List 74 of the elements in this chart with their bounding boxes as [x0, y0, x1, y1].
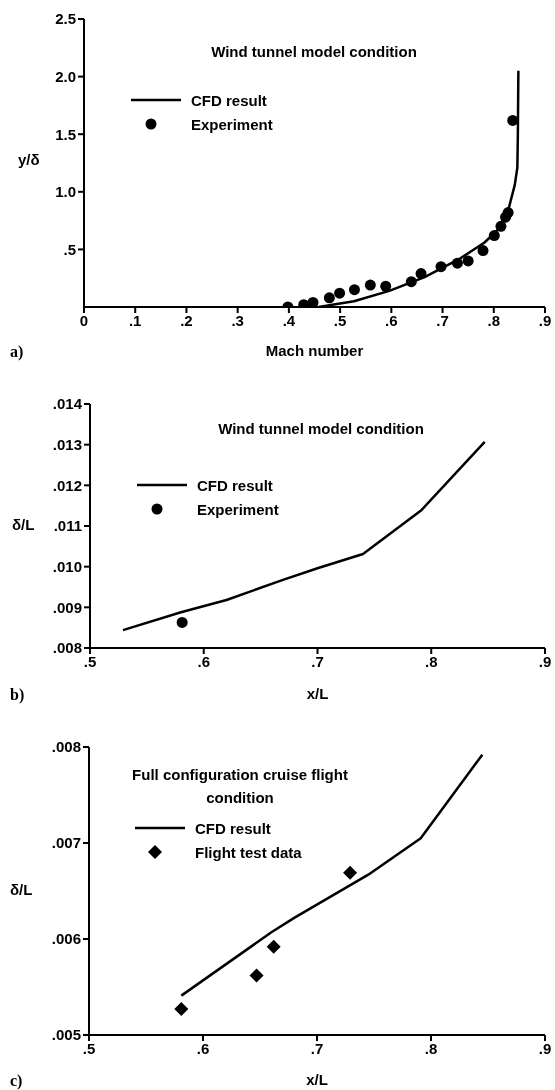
x-tick-label: .7 — [436, 311, 449, 329]
y-axis-title: δ/L — [12, 516, 35, 533]
x-tick-label: .8 — [424, 1039, 438, 1057]
point — [462, 255, 474, 267]
y-tick-label: .011 — [53, 517, 82, 535]
point — [364, 279, 376, 291]
y-tick-label: .007 — [51, 834, 81, 852]
y-tick-label: 1.5 — [55, 125, 76, 143]
point — [405, 276, 417, 288]
point — [323, 292, 335, 304]
x-tick-label: 0 — [79, 311, 89, 329]
point — [249, 968, 264, 983]
x-tick-label: .2 — [180, 311, 193, 329]
x-tick-label: .9 — [538, 1039, 552, 1057]
x-tick-label: .1 — [128, 311, 142, 329]
point — [415, 268, 427, 280]
y-tick-label: .013 — [52, 435, 82, 453]
y-tick-label: .014 — [52, 395, 83, 413]
x-tick-label: .6 — [197, 652, 211, 670]
point — [334, 287, 346, 299]
text: a) — [10, 343, 24, 361]
x-axis-title: Mach number — [264, 342, 365, 359]
text: Wind tunnel model condition — [210, 42, 418, 62]
point — [451, 257, 463, 269]
legend-label: Experiment — [191, 115, 273, 133]
point — [488, 230, 500, 242]
text: Full configuration cruise flight condition — [131, 765, 349, 808]
point — [174, 1002, 189, 1017]
y-tick-label: .010 — [52, 557, 82, 575]
x-tick-label: .6 — [196, 1039, 210, 1057]
text: b) — [10, 686, 25, 704]
point — [495, 220, 507, 232]
y-tick-label: 2.5 — [55, 10, 76, 28]
y-axis-title: δ/L — [10, 881, 33, 898]
y-tick-label: 1.0 — [55, 183, 76, 201]
y-tick-label: .009 — [52, 598, 82, 616]
x-tick-label: .5 — [82, 1039, 96, 1057]
point — [348, 284, 360, 296]
x-tick-label: .5 — [333, 311, 347, 329]
legend-label: CFD result — [195, 819, 271, 837]
legend-label: CFD result — [197, 476, 273, 494]
y-tick-label: .008 — [51, 738, 81, 756]
y-tick-label: .005 — [51, 1026, 81, 1044]
x-tick-label: .7 — [310, 1039, 324, 1057]
y-tick-label: .012 — [52, 476, 82, 494]
point — [343, 865, 358, 880]
x-axis-title: x/L — [305, 685, 330, 702]
x-tick-label: .3 — [231, 311, 244, 329]
point — [380, 280, 392, 292]
line-series — [121, 440, 486, 632]
point — [477, 245, 489, 257]
y-tick-label: 2.0 — [55, 67, 76, 85]
y-tick-label: .006 — [51, 930, 81, 948]
x-tick-label: .9 — [538, 311, 552, 329]
legend-label: Experiment — [197, 500, 279, 518]
x-tick-label: .8 — [487, 311, 501, 329]
legend-label: Flight test data — [195, 843, 302, 861]
point — [435, 261, 447, 273]
x-tick-label: .9 — [538, 652, 552, 670]
text: c) — [10, 1072, 23, 1090]
point — [502, 207, 514, 219]
legend-label: CFD result — [191, 91, 267, 109]
point — [307, 296, 319, 307]
y-axis-title: y/δ — [18, 151, 40, 168]
x-tick-label: .5 — [83, 652, 97, 670]
x-tick-label: .8 — [424, 652, 438, 670]
x-tick-label: .7 — [311, 652, 324, 670]
x-axis-title: x/L — [305, 1071, 329, 1088]
x-tick-label: .4 — [282, 311, 296, 329]
point — [266, 939, 281, 954]
x-tick-label: .6 — [385, 311, 398, 329]
y-tick-label: .5 — [63, 240, 76, 258]
text: Wind tunnel model condition — [217, 419, 425, 439]
y-tick-label: .008 — [52, 639, 82, 657]
